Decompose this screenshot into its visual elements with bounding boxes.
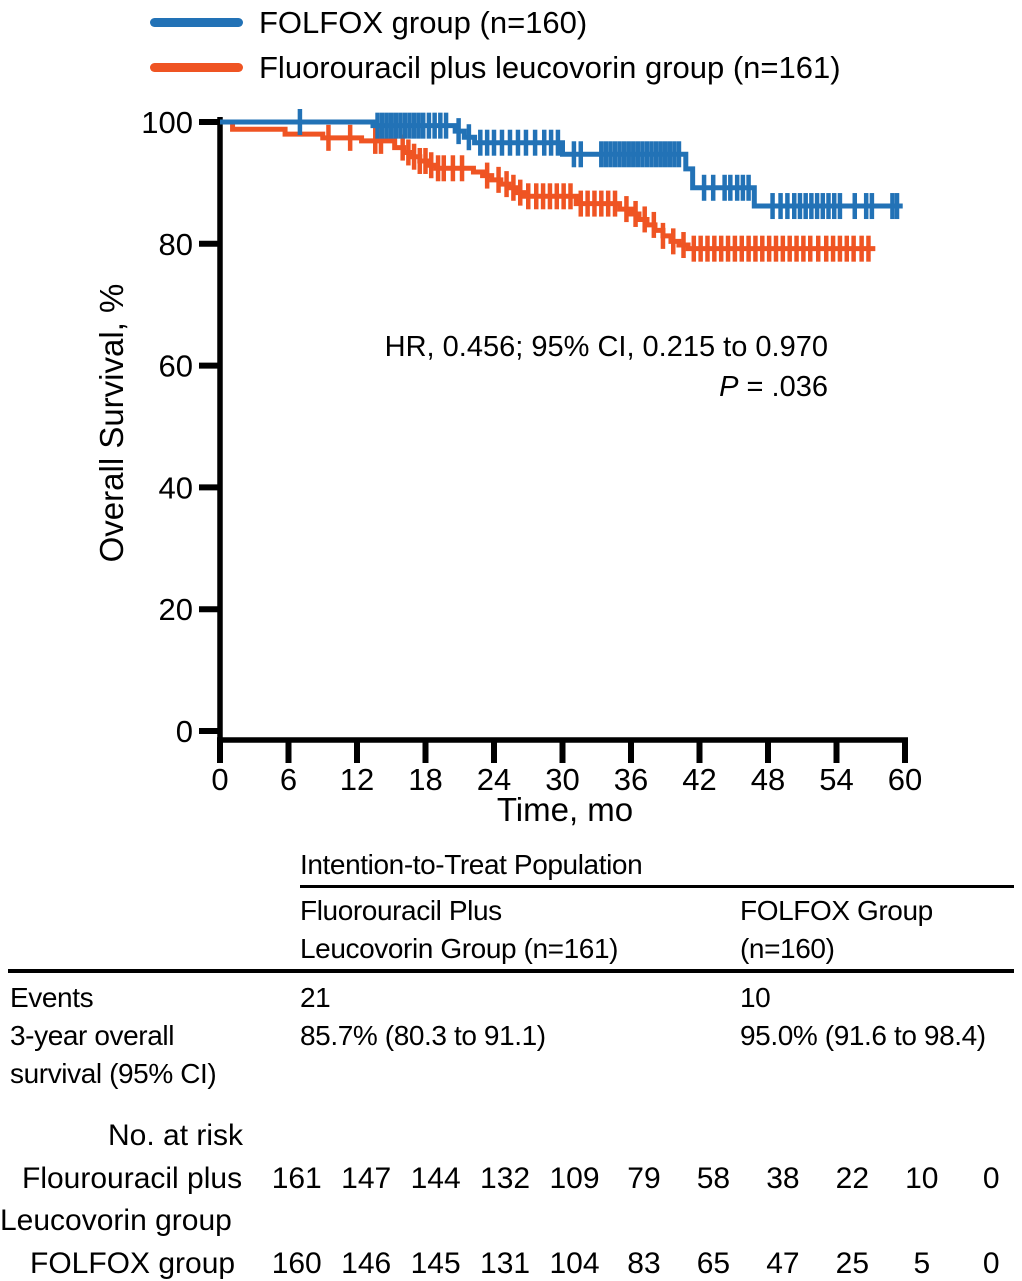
itt-header-rule [8, 969, 1014, 973]
itt-events-fluorouracil-value: 21 [300, 982, 331, 1013]
legend-label-fluorouracil: Fluorouracil plus leucovorin group (n=16… [259, 49, 841, 85]
risk-count: 145 [410, 1247, 461, 1280]
risk-count: 109 [549, 1162, 600, 1195]
x-axis-title: Time, mo [496, 791, 634, 828]
y-tick-label: 0 [176, 714, 193, 749]
y-tick-label: 20 [159, 592, 193, 627]
hr-ci-text: HR, 0.456; 95% CI, 0.215 to 0.970 [384, 331, 828, 363]
legend-label-folfox: FOLFOX group (n=160) [259, 4, 588, 40]
risk-count: 83 [627, 1247, 661, 1280]
risk-count: 38 [766, 1162, 800, 1195]
itt-3yr-fluorouracil-value: 85.7% (80.3 to 91.1) [300, 1020, 546, 1051]
risk-row2-label-line1: FOLFOX group [30, 1247, 236, 1280]
x-tick-label: 54 [819, 762, 853, 797]
itt-col2-header-line1: FOLFOX Group [740, 895, 933, 926]
risk-row2-values: 160 146 145 131 104 83 65 47 25 5 0 [262, 1247, 1022, 1281]
risk-count: 25 [835, 1247, 870, 1280]
y-tick-label: 40 [159, 470, 193, 505]
itt-row-3yr-label-line1: 3-year overall [10, 1020, 175, 1051]
itt-table-title: Intention-to-Treat Population [300, 849, 643, 880]
fluorouracil-line-swatch [150, 63, 243, 72]
risk-count: 146 [341, 1247, 392, 1280]
risk-count: 0 [982, 1247, 1000, 1280]
risk-count: 79 [627, 1162, 661, 1195]
risk-count: 0 [982, 1162, 1000, 1195]
itt-events-folfox-value: 10 [740, 982, 771, 1013]
itt-col1-header-line2: Leucovorin Group (n=161) [300, 933, 619, 964]
folfox-line-swatch [150, 18, 243, 27]
risk-row1-label-line2: Leucovorin group [0, 1204, 232, 1237]
y-tick-label: 100 [141, 105, 193, 140]
itt-row-events-label: Events [10, 982, 94, 1013]
y-axis-title: Overall Survival, % [93, 283, 130, 563]
risk-count: 144 [410, 1162, 461, 1195]
hazard-ratio-annotation: HR, 0.456; 95% CI, 0.215 to 0.970 P = .0… [370, 327, 828, 407]
risk-count: 131 [480, 1247, 531, 1280]
legend-item-fluorouracil: Fluorouracil plus leucovorin group (n=16… [150, 45, 841, 90]
legend-item-folfox: FOLFOX group (n=160) [150, 0, 841, 45]
risk-table-title: No. at risk [108, 1119, 244, 1152]
x-tick-label: 0 [211, 762, 228, 797]
y-tick-label: 80 [159, 227, 193, 262]
itt-title-underline [300, 885, 1014, 888]
risk-count: 10 [905, 1162, 939, 1195]
x-tick-label: 60 [888, 762, 922, 797]
itt-col1-header-line1: Fluorouracil Plus [300, 895, 502, 926]
x-tick-label: 42 [682, 762, 716, 797]
risk-count: 147 [341, 1162, 392, 1195]
p-value-text: P = .036 [719, 371, 828, 403]
risk-row1-label-line1: Flourouracil plus [22, 1162, 243, 1195]
x-tick-label: 36 [614, 762, 648, 797]
km-plot-canvas: 0 20 40 60 80 100 0 6 12 18 24 30 36 42 48 54 60 [141, 105, 922, 797]
p-symbol: P [719, 371, 739, 403]
risk-count: 104 [549, 1247, 600, 1280]
itt-col2-header-line2: (n=160) [740, 933, 835, 964]
x-tick-label: 6 [280, 762, 297, 797]
risk-count: 5 [913, 1247, 931, 1280]
risk-count: 160 [271, 1247, 322, 1280]
risk-count: 161 [271, 1162, 322, 1195]
itt-3yr-folfox-value: 95.0% (91.6 to 98.4) [740, 1020, 986, 1051]
x-tick-label: 18 [408, 762, 442, 797]
chart-legend: FOLFOX group (n=160) Fluorouracil plus l… [150, 0, 841, 90]
x-tick-label: 30 [545, 762, 579, 797]
y-tick-label: 60 [159, 349, 193, 384]
risk-count: 132 [480, 1162, 531, 1195]
risk-row1-values: 161 147 144 132 109 79 58 38 22 10 0 [262, 1162, 1022, 1196]
x-tick-label: 48 [751, 762, 785, 797]
risk-count: 65 [696, 1247, 731, 1280]
x-tick-label: 12 [340, 762, 374, 797]
x-tick-label: 24 [477, 762, 511, 797]
itt-row-3yr-label-line2: survival (95% CI) [10, 1058, 217, 1089]
risk-count: 58 [696, 1162, 731, 1195]
risk-count: 47 [766, 1247, 800, 1280]
risk-count: 22 [835, 1162, 870, 1195]
